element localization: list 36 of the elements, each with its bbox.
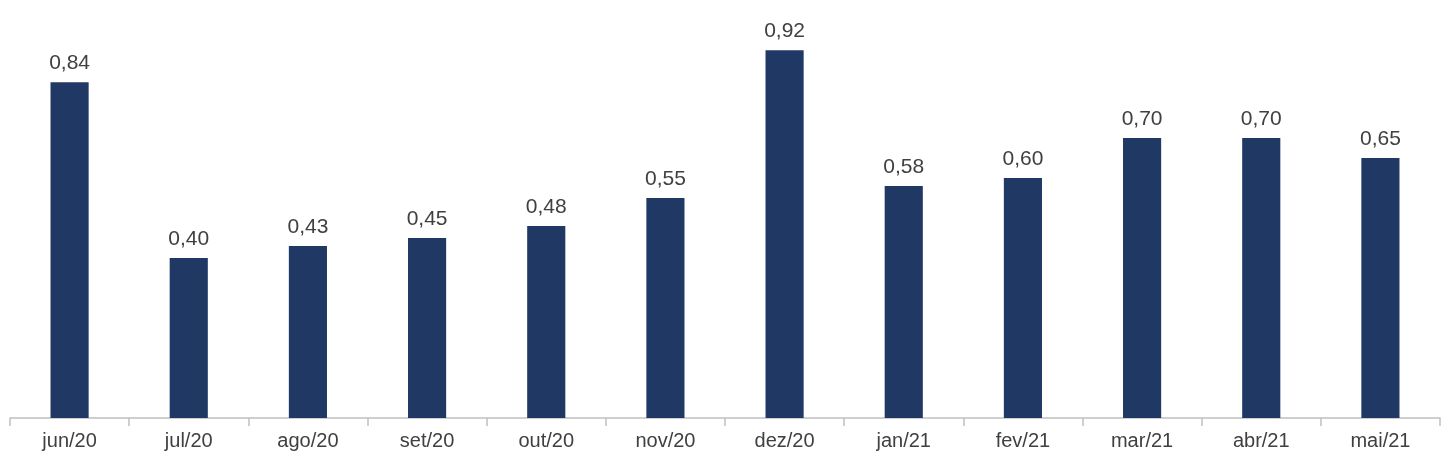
x-tick-label: out/20 bbox=[518, 429, 575, 451]
x-tick-label: ago/20 bbox=[277, 429, 339, 451]
x-tick-label: dez/20 bbox=[754, 429, 815, 451]
bar bbox=[169, 258, 208, 418]
x-tick-label: nov/20 bbox=[635, 429, 696, 451]
x-tick-label: abr/21 bbox=[1232, 429, 1290, 451]
bar bbox=[288, 246, 327, 418]
x-tick-label: mai/21 bbox=[1350, 429, 1411, 451]
data-label: 0,43 bbox=[287, 214, 329, 238]
data-label: 0,40 bbox=[168, 226, 210, 250]
data-label: 0,92 bbox=[764, 18, 806, 42]
data-label: 0,55 bbox=[644, 166, 686, 190]
bar bbox=[1361, 158, 1400, 418]
bar bbox=[408, 238, 447, 418]
bar bbox=[1123, 138, 1162, 418]
data-label: 0,70 bbox=[1240, 106, 1282, 130]
bar bbox=[884, 186, 923, 418]
x-tick-label: set/20 bbox=[399, 429, 455, 451]
data-label: 0,60 bbox=[1002, 146, 1044, 170]
data-label: 0,48 bbox=[525, 194, 567, 218]
data-label: 0,65 bbox=[1359, 126, 1401, 150]
x-tick-label: jun/20 bbox=[41, 429, 97, 451]
x-tick-label: jan/21 bbox=[875, 429, 931, 451]
data-label: 0,58 bbox=[883, 154, 925, 178]
x-tick-label: jul/20 bbox=[163, 429, 213, 451]
data-label: 0,70 bbox=[1121, 106, 1163, 130]
bar bbox=[1003, 178, 1042, 418]
data-label: 0,84 bbox=[49, 50, 91, 74]
bar bbox=[765, 50, 804, 418]
x-tick-label: mar/21 bbox=[1110, 429, 1174, 451]
data-label: 0,45 bbox=[406, 206, 448, 230]
bar bbox=[527, 226, 566, 418]
bar bbox=[1242, 138, 1281, 418]
x-tick-label: fev/21 bbox=[995, 429, 1051, 451]
bar bbox=[646, 198, 685, 418]
bar bbox=[50, 82, 89, 418]
